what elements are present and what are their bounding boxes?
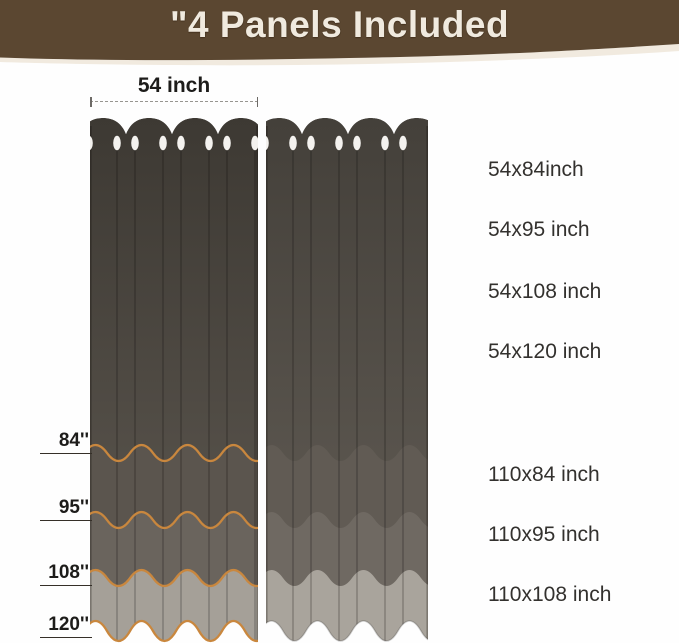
curtain-body [266, 118, 428, 643]
curtain-panel-left [90, 118, 258, 643]
size-marker-wave [90, 568, 258, 588]
grommet-hole-icon [223, 135, 231, 151]
banner-shape [0, 0, 679, 61]
grommet-hole-icon [381, 135, 389, 151]
height-marker-95: 95'' [40, 497, 92, 521]
header-banner [0, 0, 679, 66]
curtain-body [90, 118, 258, 643]
bottom-hem-mask [266, 621, 428, 643]
grommet-hole-icon [177, 135, 185, 151]
banner-shadow-band [0, 44, 679, 66]
grommet-hole-icon [335, 135, 343, 151]
size-option-54x120: 54x120 inch [488, 340, 602, 363]
grommet-hole-icon [159, 135, 167, 151]
height-marker-108: 108'' [40, 562, 92, 586]
grommet-hole-icon [266, 136, 269, 150]
grommet-hole-icon [399, 135, 407, 151]
bottom-hem-edge [266, 620, 428, 642]
grommet-hole-icon [353, 135, 361, 151]
width-dimension-label: 54 inch [137, 74, 211, 97]
height-marker-label: 95'' [58, 497, 89, 518]
size-option-54x108: 54x108 inch [488, 280, 602, 303]
grommet-hole-icon [289, 135, 297, 151]
height-marker-120: 120'' [40, 614, 92, 638]
grommet-hole-icon [307, 135, 315, 151]
page-title: "4 Panels Included [169, 4, 510, 45]
size-option-54x95: 54x95 inch [488, 218, 590, 241]
width-dimension-line [90, 97, 258, 107]
grommet-hole-icon [90, 136, 93, 150]
grommet-hole-icon [205, 135, 213, 151]
curtain-panel-right [266, 118, 428, 643]
height-marker-84: 84'' [40, 430, 92, 454]
size-option-110x95: 110x95 inch [488, 523, 600, 546]
grommet-hole-icon [113, 135, 121, 151]
size-option-110x108: 110x108 inch [488, 583, 612, 606]
bottom-hem-mask [90, 621, 258, 643]
size-option-110x84: 110x84 inch [488, 463, 600, 486]
height-marker-label: 84'' [58, 430, 89, 451]
size-marker-wave [90, 443, 258, 463]
height-marker-label: 120'' [48, 614, 89, 635]
grommet-hole-icon [131, 135, 139, 151]
size-option-54x84: 54x84inch [488, 158, 584, 181]
size-marker-wave [90, 619, 258, 643]
height-marker-label: 108'' [48, 562, 89, 583]
size-marker-wave [90, 510, 258, 530]
grommet-hole-icon [251, 135, 258, 151]
